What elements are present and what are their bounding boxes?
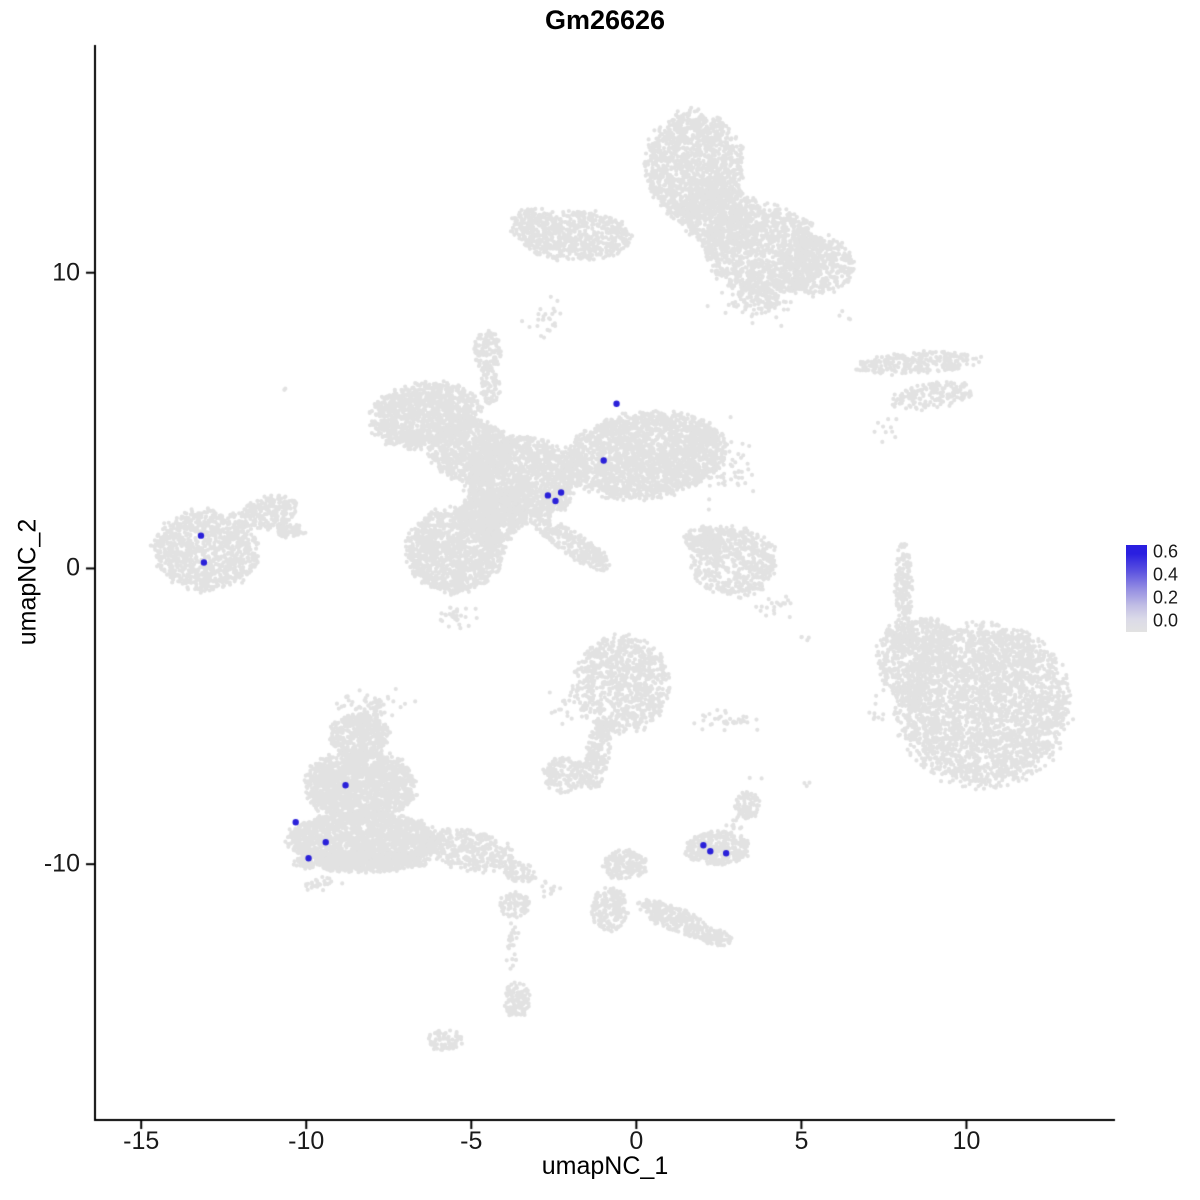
y-tick-label: -10 xyxy=(43,849,80,878)
legend-tick-label: 0.0 xyxy=(1153,610,1179,631)
x-tick-label: 5 xyxy=(794,1127,809,1155)
x-tick-label: 0 xyxy=(629,1127,644,1155)
y-tick-label: 0 xyxy=(66,553,80,582)
plot-title: Gm26626 xyxy=(544,5,666,35)
legend-tick-label: 0.6 xyxy=(1153,541,1179,562)
legend-tick-label: 0.2 xyxy=(1153,587,1179,608)
legend-tick-label: 0.4 xyxy=(1153,564,1179,585)
expression-legend: 0.6 0.4 0.2 0.0 xyxy=(1126,541,1200,637)
x-tick-label: -10 xyxy=(288,1127,325,1155)
x-axis-label: umapNC_1 xyxy=(541,1152,669,1180)
x-tick-label: -5 xyxy=(460,1127,483,1155)
legend-colorbar xyxy=(1126,545,1147,632)
y-tick-label: 10 xyxy=(52,258,80,287)
x-tick-label: -15 xyxy=(123,1127,160,1155)
x-tick-label: 10 xyxy=(952,1127,981,1155)
